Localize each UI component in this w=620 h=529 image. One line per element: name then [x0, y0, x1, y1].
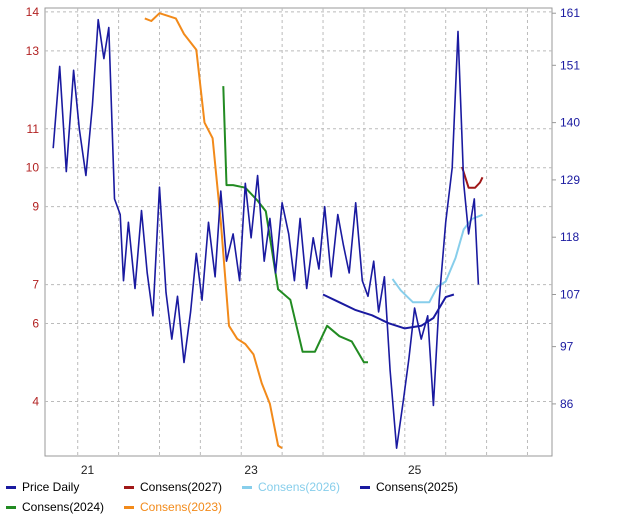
legend-swatch-consens-2024: [6, 505, 16, 509]
x-tick-label: 25: [408, 463, 422, 477]
right-tick-label: 129: [560, 173, 580, 187]
left-tick-label: 14: [26, 5, 40, 19]
x-tick-label: 21: [81, 463, 95, 477]
legend-swatch-consens-2025: [360, 485, 370, 489]
legend-item-consens-2023: Consens(2023): [124, 500, 222, 514]
legend-label-price-daily: Price Daily: [22, 480, 80, 494]
legend-label-consens-2026: Consens(2026): [258, 480, 341, 494]
left-tick-label: 11: [27, 122, 40, 136]
legend-item-consens-2026: Consens(2026): [242, 480, 340, 494]
legend-item-price-daily: Price Daily: [6, 480, 79, 494]
series-line-price-daily: [52, 18, 480, 450]
legend-item-consens-2024: Consens(2024): [6, 500, 104, 514]
series-layer: [52, 12, 484, 450]
left-axis-ticks: 4 6 7 9 10 11 13 14: [26, 5, 40, 409]
legend-label-consens-2024: Consens(2024): [22, 500, 105, 514]
right-tick-label: 86: [560, 397, 574, 411]
x-axis-ticks: 21 23 25: [81, 463, 422, 477]
legend-item-consens-2025: Consens(2025): [360, 480, 458, 494]
legend-label-consens-2023: Consens(2023): [140, 500, 223, 514]
x-tick-label: 23: [244, 463, 258, 477]
right-tick-label: 161: [560, 6, 580, 20]
right-tick-label: 97: [560, 340, 574, 354]
series-line-consens-2023: [144, 12, 283, 450]
left-tick-label: 4: [32, 394, 39, 408]
left-tick-label: 10: [26, 161, 40, 175]
legend-label-consens-2025: Consens(2025): [376, 480, 459, 494]
series-line-consens-2024: [222, 86, 368, 364]
left-tick-label: 6: [32, 317, 39, 331]
right-tick-label: 151: [560, 58, 580, 72]
left-tick-label: 9: [32, 200, 39, 214]
grid: [45, 8, 552, 456]
left-tick-label: 13: [26, 44, 40, 58]
legend-row-1: Price Daily Consens(2027) Consens(2026) …: [0, 480, 620, 498]
left-tick-label: 7: [32, 278, 39, 292]
right-axis-ticks: 86 97 107 118 129 140 151 161: [552, 6, 580, 411]
series-line-consens-2027: [461, 166, 484, 189]
legend-swatch-price-daily: [6, 485, 16, 489]
legend-row-2: Consens(2024) Consens(2023): [0, 500, 620, 518]
right-tick-label: 140: [560, 116, 580, 130]
legend-swatch-consens-2023: [124, 505, 134, 509]
legend-label-consens-2027: Consens(2027): [140, 480, 223, 494]
right-tick-label: 107: [560, 288, 580, 302]
legend-item-consens-2027: Consens(2027): [124, 480, 222, 494]
right-tick-label: 118: [560, 230, 579, 244]
legend-swatch-consens-2027: [124, 485, 134, 489]
legend-swatch-consens-2026: [242, 485, 252, 489]
